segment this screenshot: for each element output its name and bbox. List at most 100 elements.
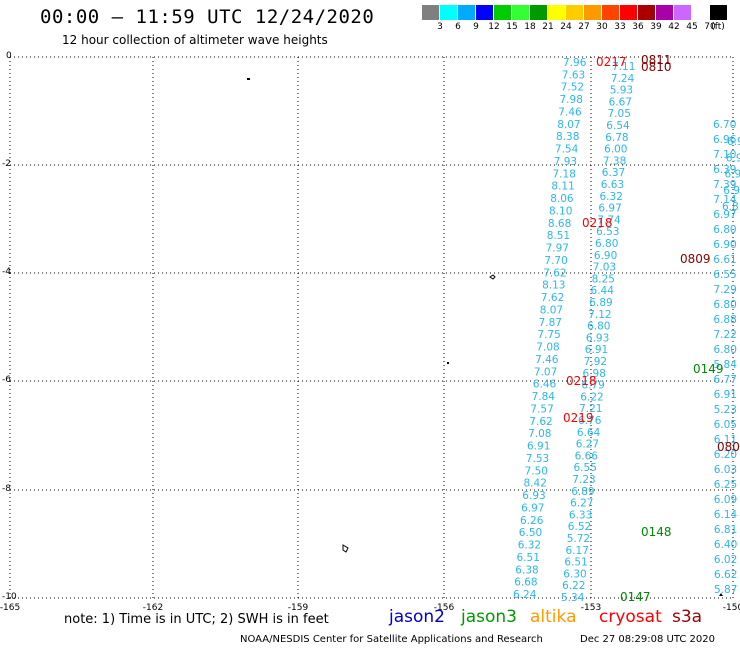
wave-height-label: 5.87 — [714, 584, 737, 596]
legend-swatch — [692, 5, 709, 20]
wave-height-label: 7.05 — [608, 108, 631, 120]
wave-height-label: 7.98 — [560, 94, 583, 106]
wave-height-label: 8.06 — [550, 193, 574, 205]
legend-swatch — [656, 5, 673, 20]
legend-tick-label: 15 — [506, 22, 518, 32]
y-axis-label: -4 — [2, 267, 11, 277]
wave-height-label: 7.46 — [558, 107, 582, 119]
wave-height-label: 6.90 — [594, 250, 617, 262]
wave-height-label: 8.10 — [549, 206, 572, 218]
wave-height-label: 7.08 — [536, 342, 559, 354]
wave-height-label: 7.84 — [532, 391, 556, 403]
wave-height-label: 6.80 — [595, 238, 618, 250]
wave-height-label: 7.38 — [603, 155, 626, 167]
wave-height-label: 7.52 — [561, 82, 584, 94]
wave-height-label: 7.74 — [597, 214, 621, 226]
time-tag: 0219 — [563, 411, 594, 425]
wave-height-label: 6.9 — [727, 136, 740, 148]
legend-swatch — [710, 5, 727, 20]
wave-height-label: 7.39 — [713, 179, 736, 191]
wave-height-label: 6.91 — [714, 389, 737, 401]
wave-height-label: 6.96 — [713, 134, 737, 146]
island — [342, 544, 349, 553]
wave-height-label: 6.26 — [520, 515, 544, 527]
legend-swatch — [584, 5, 601, 20]
island — [447, 362, 449, 364]
legend-swatch — [530, 5, 547, 20]
wave-height-label: 6.64 — [577, 427, 601, 439]
wave-height-label: 6.67 — [609, 96, 632, 108]
wave-height-label: 7.63 — [562, 69, 585, 81]
wave-height-label: 7.57 — [530, 403, 553, 415]
wave-height-label: 7.24 — [611, 73, 635, 85]
legend-unit: (ft) — [711, 22, 725, 32]
wave-height-label: 7.62 — [541, 292, 564, 304]
wave-height-label: 6.32 — [518, 540, 541, 552]
wave-height-label: 7.62 — [529, 416, 552, 428]
wave-height-label: 7.11 — [612, 61, 635, 73]
wave-height-label: 7.03 — [593, 262, 616, 274]
wave-height-label: 6.80 — [714, 344, 737, 356]
wave-height-label: 6.50 — [519, 527, 542, 539]
wave-height-label: 8.68 — [548, 218, 571, 230]
wave-height-label: 6.32 — [600, 191, 623, 203]
wave-height-label: 6.97 — [713, 209, 736, 221]
island — [247, 78, 250, 80]
legend-tick-label: 45 — [686, 22, 698, 32]
wave-height-label: 6.27 — [570, 498, 593, 510]
wave-height-label: 6.97 — [725, 169, 740, 181]
wave-height-label: 5.23 — [714, 404, 737, 416]
y-axis-label: -10 — [2, 592, 17, 602]
wave-height-label: 6.80 — [713, 224, 736, 236]
wave-height-label: 6.09 — [714, 494, 737, 506]
wave-height-label: 7.18 — [553, 168, 576, 180]
wave-height-label: 6.88 — [713, 314, 736, 326]
wave-height-label: 7.87 — [539, 317, 562, 329]
time-tag: 080 — [717, 440, 740, 454]
wave-height-label: 6.97 — [598, 203, 621, 215]
legend-tick-label: 30 — [596, 22, 608, 32]
x-axis-label: -159 — [287, 603, 309, 613]
legend-tick-label: 42 — [668, 22, 680, 32]
wave-height-label: 6.22 — [580, 391, 603, 403]
wave-height-label: 8.07 — [540, 304, 563, 316]
wave-height-label: 6.80 — [587, 321, 610, 333]
wave-height-label: 7.21 — [579, 403, 602, 415]
x-axis-label: -165 — [0, 603, 21, 613]
y-axis-label: -2 — [2, 159, 11, 169]
wave-height-label: 6.93 — [586, 332, 609, 344]
legend-swatch — [476, 5, 493, 20]
wave-height-label: 6.80 — [713, 299, 736, 311]
legend-swatch — [566, 5, 583, 20]
y-axis-label: -8 — [2, 484, 11, 494]
wave-height-label: 7.22 — [714, 329, 737, 341]
wave-height-label: 6.91 — [527, 441, 550, 453]
map-grid — [9, 56, 734, 599]
wave-height-label: 6.93 — [522, 490, 545, 502]
x-axis-label: -162 — [142, 603, 164, 613]
satellite-name-jason2: jason2 — [389, 607, 445, 627]
wave-height-label: 7.75 — [537, 329, 560, 341]
wave-height-label: 6.52 — [568, 521, 591, 533]
legend-tick-label: 27 — [578, 22, 590, 32]
wave-height-label: 6.91 — [585, 344, 608, 356]
color-legend: 3 6 9 12 15 18 21 24 27 30 33 36 39 42 45 70 (ft) — [422, 5, 728, 39]
wave-height-label: 7.54 — [555, 144, 579, 156]
wave-height-label: 6.66 — [575, 450, 599, 462]
wave-height-label: 6.62 — [714, 569, 737, 581]
wave-height-label: 7.08 — [528, 428, 551, 440]
wave-height-label: 7.93 — [554, 156, 577, 168]
wave-height-label: 7.70 — [544, 255, 567, 267]
legend-swatch — [602, 5, 619, 20]
wave-height-label: 6.44 — [591, 285, 615, 297]
time-tag: 0811 — [641, 53, 672, 67]
wave-height-label: 7.07 — [534, 366, 557, 378]
wave-height-label: 6.39 — [713, 164, 736, 176]
wave-height-label: 7.29 — [713, 284, 736, 296]
wave-height-label: 7.53 — [526, 453, 549, 465]
wave-height-label: 8.07 — [557, 119, 580, 131]
y-axis-label: 0 — [6, 51, 12, 61]
island — [489, 274, 496, 280]
legend-tick-label: 21 — [542, 22, 554, 32]
